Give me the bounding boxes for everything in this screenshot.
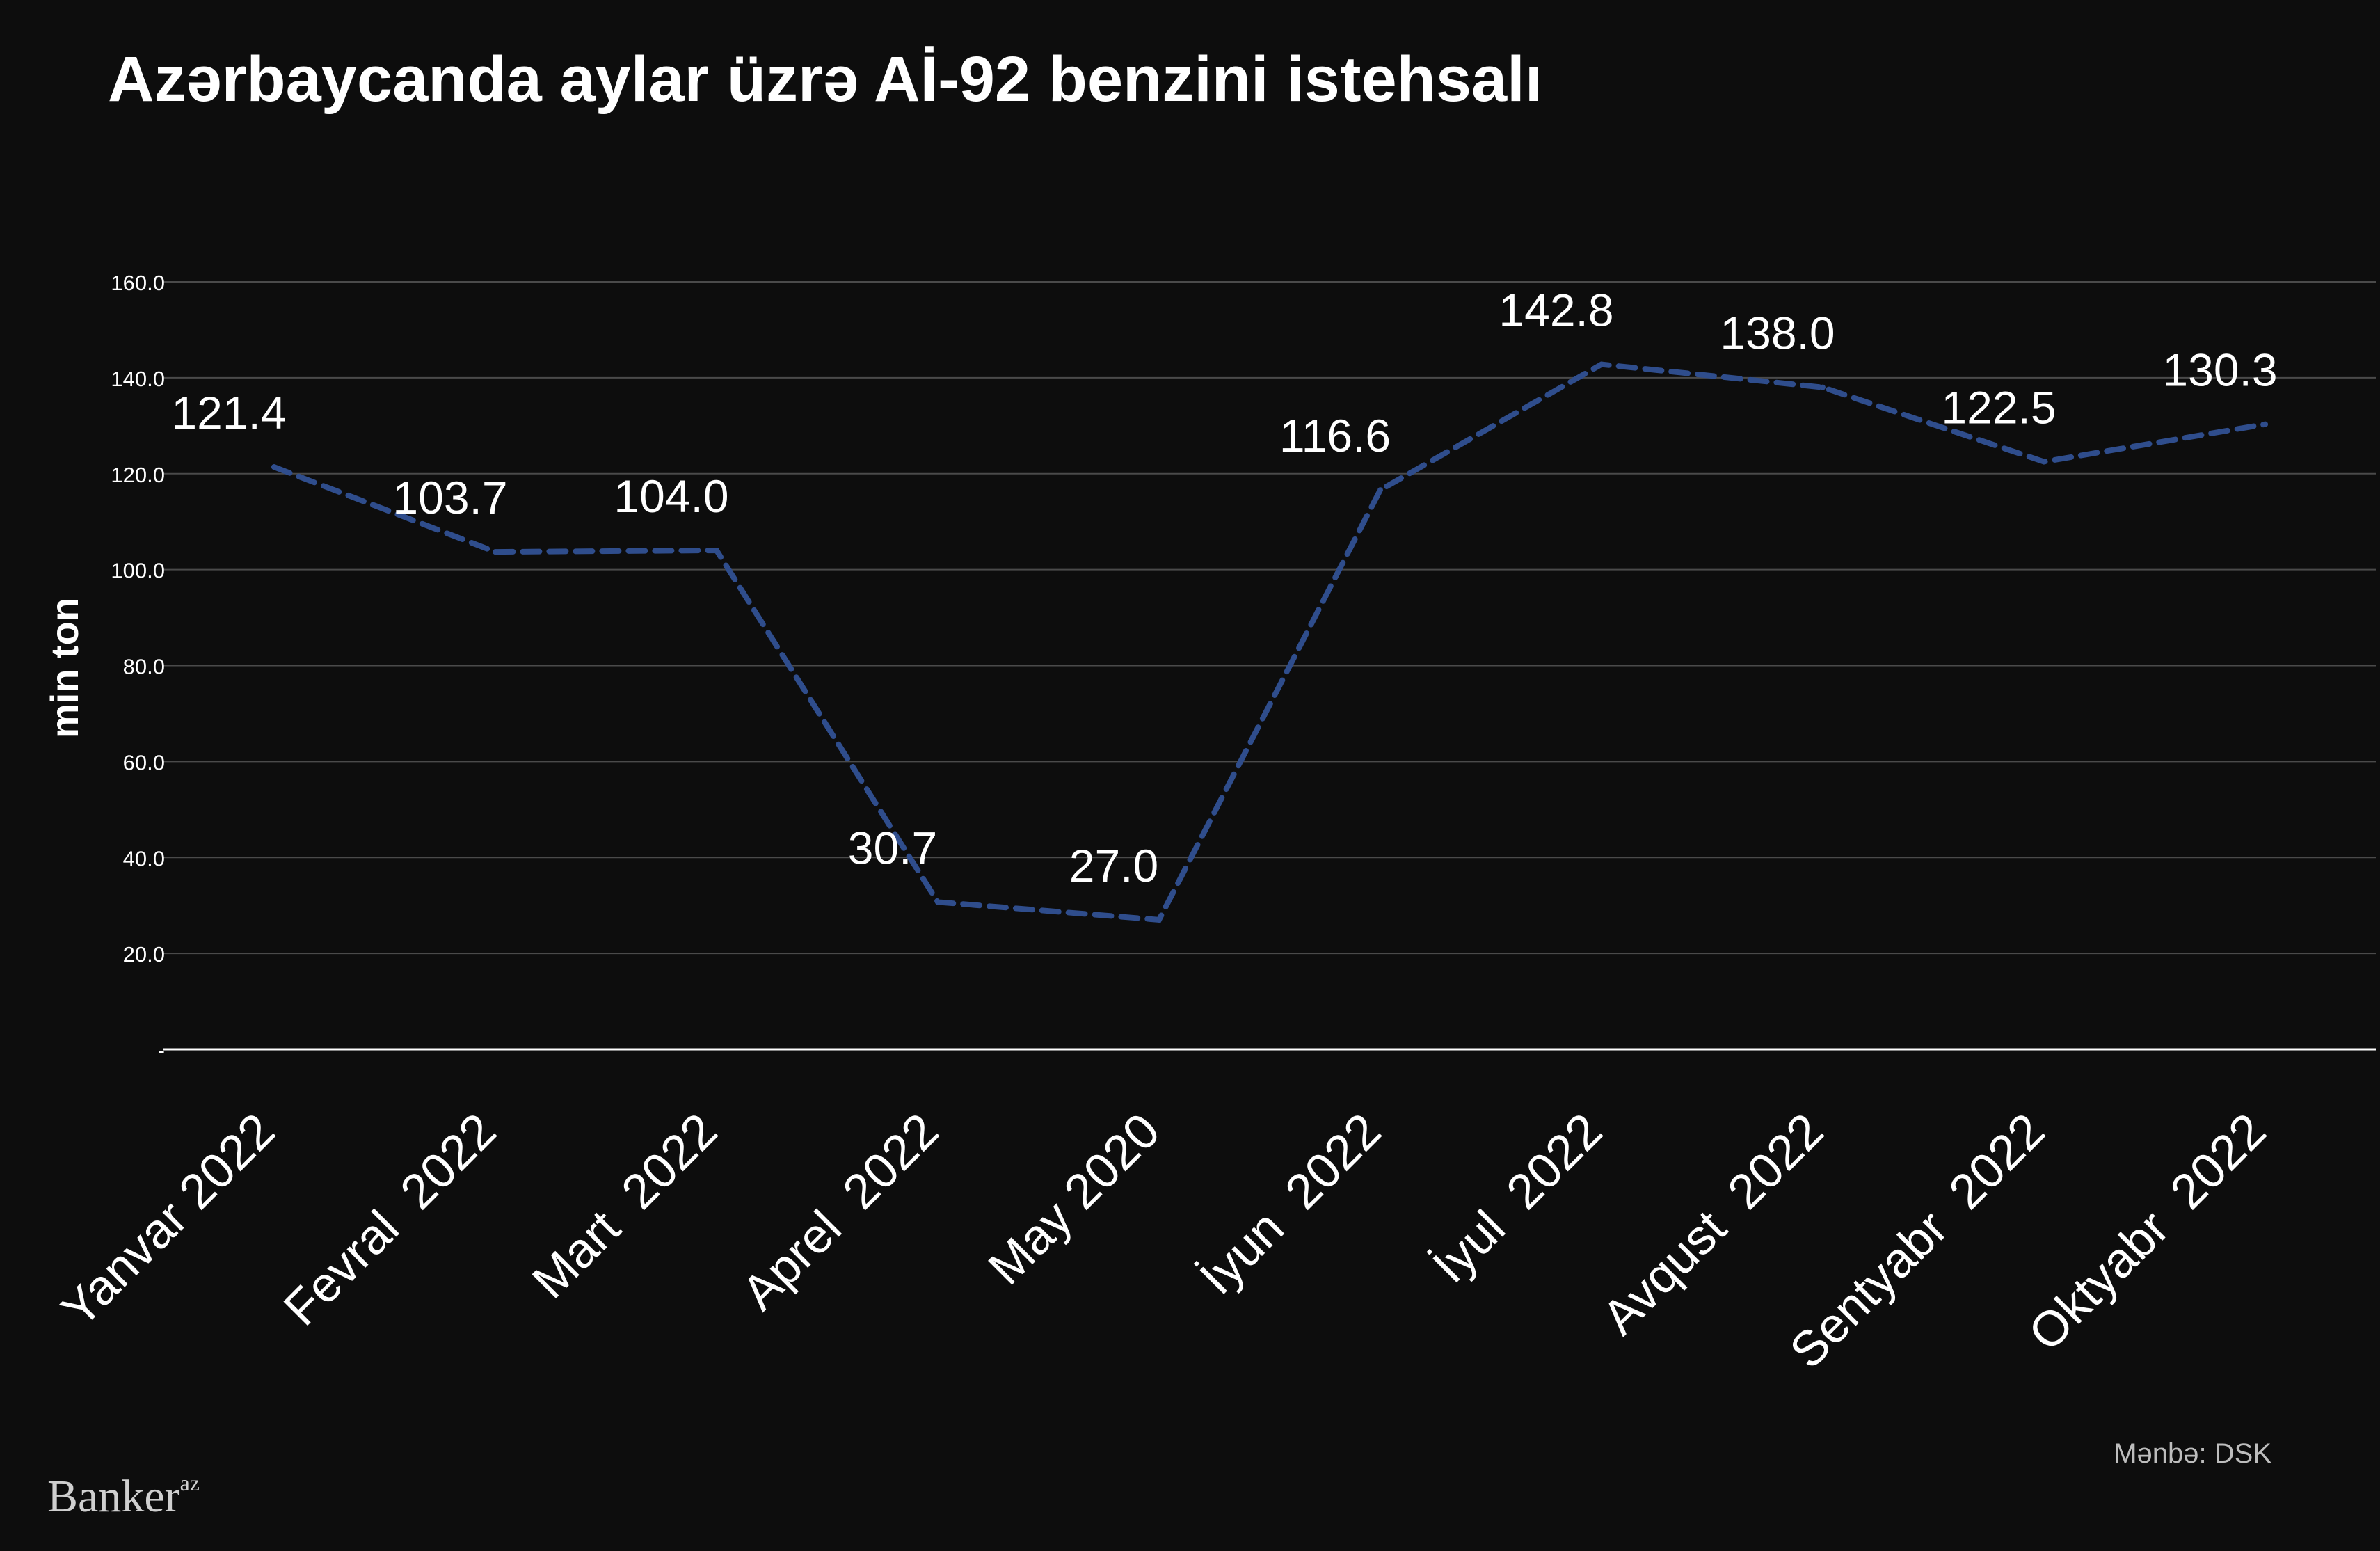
x-tick-label: Yanvar 2022 (51, 1103, 285, 1337)
y-tick-label: 60.0 (123, 750, 165, 774)
y-tick-label: 20.0 (123, 942, 165, 967)
x-tick-label: Fevral 2022 (273, 1103, 506, 1336)
brand-logo: Bankeraz (47, 1470, 200, 1522)
x-tick-label: Oktyabr 2022 (2018, 1103, 2276, 1361)
data-points (271, 361, 2268, 923)
y-tick-label: 100.0 (111, 559, 165, 583)
data-label: 27.0 (1069, 840, 1158, 891)
data-point (2041, 459, 2047, 465)
data-point (1156, 916, 1162, 923)
data-label: 30.7 (848, 822, 937, 873)
data-point (493, 549, 498, 555)
y-tick-label: 40.0 (123, 846, 165, 870)
data-point (271, 464, 277, 470)
data-label: 122.5 (1941, 382, 2056, 434)
y-tick-label: 120.0 (111, 463, 165, 487)
data-point (2262, 421, 2268, 427)
y-tick-label: 140.0 (111, 367, 165, 391)
data-point (1820, 384, 1826, 390)
data-label: 130.3 (2162, 344, 2277, 396)
grid-lines (163, 281, 2376, 955)
data-label: 142.8 (1499, 285, 1613, 336)
y-tick-label: 80.0 (123, 655, 165, 679)
data-point (935, 899, 941, 905)
data-label: 116.6 (1279, 410, 1391, 461)
x-tick-label: İyul 2022 (1423, 1103, 1613, 1294)
series-line (271, 361, 2268, 923)
source-note: Mənbə: DSK (2114, 1438, 2271, 1469)
data-labels: 121.4 103.7 104.0 30.7 27.0 116.6 142.8 138.0 12… (171, 285, 2277, 891)
x-tick-label: Aprel 2022 (732, 1103, 950, 1321)
y-tick-label: - (158, 1038, 165, 1063)
data-label: 104.0 (614, 470, 728, 522)
x-tick-label: May 2020 (978, 1103, 1170, 1295)
data-label: 103.7 (392, 472, 507, 523)
data-point (714, 548, 719, 554)
x-tick-label: Avqust 2022 (1592, 1103, 1834, 1345)
data-label: 138.0 (1720, 308, 1835, 359)
data-point (1599, 361, 1604, 367)
y-axis-label: min ton (42, 598, 86, 738)
data-label: 121.4 (171, 387, 286, 438)
x-tick-label: Mart 2022 (522, 1103, 728, 1309)
x-tick-label: İyun 2022 (1190, 1103, 1391, 1305)
brand-suffix: az (180, 1470, 200, 1495)
brand-name: Banker (47, 1471, 180, 1522)
data-point (1377, 487, 1383, 493)
chart-title: Azərbaycanda aylar üzrə Aİ-92 benzini is… (108, 44, 1542, 115)
y-tick-labels: - 20.0 40.0 60.0 80.0 100.0 120.0 140.0 160.0 (111, 271, 165, 1063)
y-tick-label: 160.0 (111, 271, 165, 295)
